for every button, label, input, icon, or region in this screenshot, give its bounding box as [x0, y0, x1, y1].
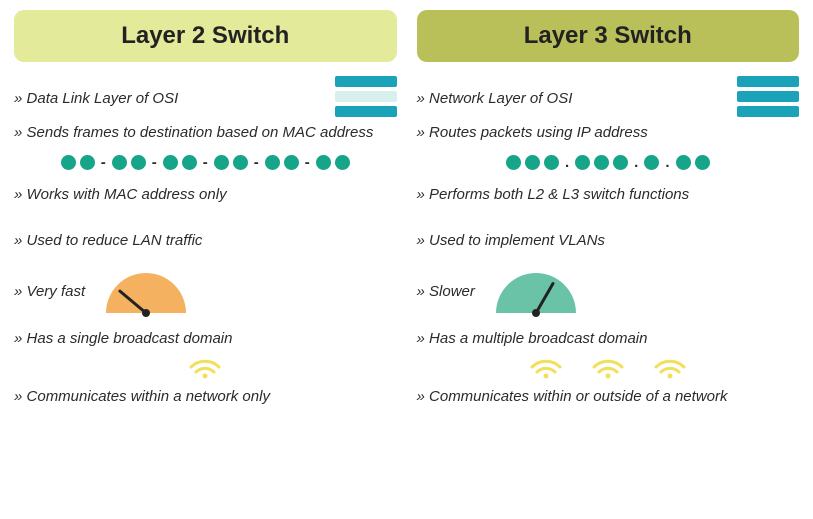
- wifi-icon: [591, 353, 625, 379]
- column-layer3: Layer 3 Switch Network Layer of OSI Rout…: [417, 10, 800, 509]
- comparison-container: Layer 2 Switch Data Link Layer of OSI Se…: [0, 0, 813, 519]
- bullet-text: Used to reduce LAN traffic: [14, 229, 397, 253]
- bullet-text: Used to implement VLANs: [417, 229, 800, 253]
- wifi-icons-l2: [14, 353, 397, 381]
- bullet-text: Works with MAC address only: [14, 183, 397, 207]
- bullet-text: Communicates within a network only: [14, 385, 397, 409]
- bullet-text: Performs both L2 & L3 switch functions: [417, 183, 800, 207]
- bullet-text: Communicates within or outside of a netw…: [417, 385, 800, 409]
- header-layer2: Layer 2 Switch: [14, 10, 397, 62]
- row-l2-0: Data Link Layer of OSI: [14, 76, 397, 121]
- wifi-icon: [188, 353, 222, 379]
- stack-icon-l2: [335, 76, 397, 121]
- bullet-text: Data Link Layer of OSI: [14, 87, 327, 111]
- bullet-text: Network Layer of OSI: [417, 87, 730, 111]
- gauge-icon-slow: [491, 267, 581, 317]
- stack-icon-l3: [737, 76, 799, 121]
- bullet-text: Slower: [417, 280, 475, 304]
- row-l3-0: Network Layer of OSI: [417, 76, 800, 121]
- bullet-text: Sends frames to destination based on MAC…: [14, 121, 397, 145]
- column-layer2: Layer 2 Switch Data Link Layer of OSI Se…: [14, 10, 397, 509]
- bullet-text: Routes packets using IP address: [417, 121, 800, 145]
- wifi-icon: [653, 353, 687, 379]
- row-l2-speed: Very fast: [14, 267, 397, 317]
- header-layer3: Layer 3 Switch: [417, 10, 800, 62]
- wifi-icon: [529, 353, 563, 379]
- bullet-text: Has a multiple broadcast domain: [417, 327, 800, 351]
- mac-address-dots: -----: [14, 151, 397, 173]
- wifi-icons-l3: [417, 353, 800, 381]
- bullet-text: Has a single broadcast domain: [14, 327, 397, 351]
- gauge-icon-fast: [101, 267, 191, 317]
- bullet-text: Very fast: [14, 280, 85, 304]
- row-l3-speed: Slower: [417, 267, 800, 317]
- ip-address-dots: ...: [417, 151, 800, 173]
